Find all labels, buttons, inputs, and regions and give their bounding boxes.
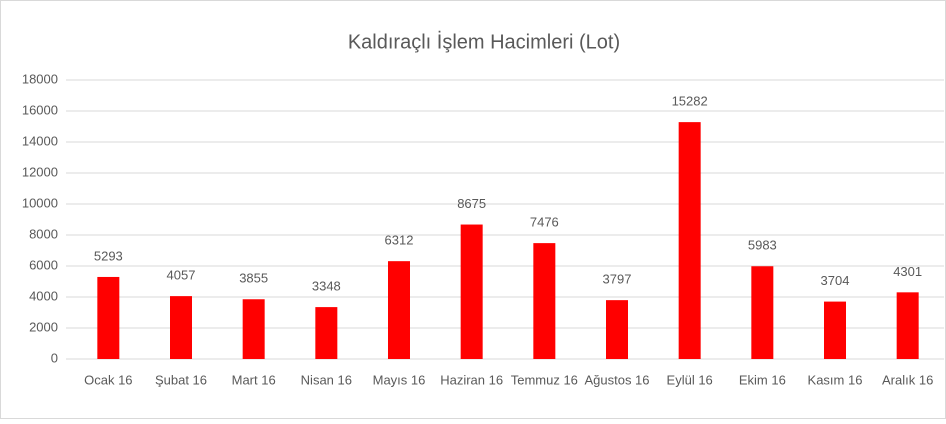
bar: [678, 122, 701, 359]
bar: [751, 266, 774, 359]
y-tick-label: 14000: [22, 133, 58, 148]
data-label: 8675: [457, 196, 486, 211]
y-tick-label: 4000: [29, 288, 58, 303]
bar: [533, 243, 556, 359]
x-tick-label: Eylül 16: [667, 372, 713, 387]
bar: [388, 261, 410, 359]
data-label: 7476: [530, 215, 559, 230]
y-tick-label: 16000: [22, 102, 58, 117]
x-tick-label: Şubat 16: [155, 372, 207, 387]
x-tick-label: Kasım 16: [808, 372, 863, 387]
chart-title: Kaldıraçlı İşlem Hacimleri (Lot): [348, 30, 620, 53]
y-tick-label: 8000: [29, 226, 58, 241]
y-tick-label: 0: [51, 350, 58, 365]
y-tick-label: 18000: [22, 71, 58, 86]
y-tick-label: 12000: [22, 164, 58, 179]
x-tick-label: Ağustos 16: [584, 372, 649, 387]
bar: [242, 299, 265, 359]
data-label: 3797: [603, 272, 632, 287]
y-tick-label: 10000: [22, 195, 58, 210]
x-tick-label: Mayıs 16: [373, 372, 426, 387]
x-tick-label: Ekim 16: [739, 372, 786, 387]
bar: [170, 296, 192, 359]
y-tick-label: 6000: [29, 257, 58, 272]
x-tick-label: Ocak 16: [84, 372, 132, 387]
bar: [315, 307, 338, 359]
data-label: 6312: [385, 233, 414, 248]
data-label: 5293: [94, 248, 123, 263]
x-tick-label: Haziran 16: [440, 372, 503, 387]
y-tick-label: 2000: [29, 319, 58, 334]
data-label: 4057: [167, 268, 196, 283]
bar: [97, 276, 120, 359]
bar: [824, 301, 846, 359]
x-tick-label: Mart 16: [232, 372, 276, 387]
x-tick-label: Aralık 16: [882, 372, 933, 387]
data-label: 3348: [312, 279, 341, 294]
data-label: 3704: [821, 273, 850, 288]
bar: [460, 224, 483, 359]
bar: [896, 292, 919, 359]
data-label: 5983: [748, 238, 777, 253]
data-label: 3855: [239, 271, 268, 286]
x-tick-label: Nisan 16: [301, 372, 352, 387]
data-label: 15282: [672, 94, 708, 109]
data-label: 4301: [893, 264, 922, 279]
x-tick-label: Temmuz 16: [511, 372, 578, 387]
bar: [606, 300, 628, 359]
